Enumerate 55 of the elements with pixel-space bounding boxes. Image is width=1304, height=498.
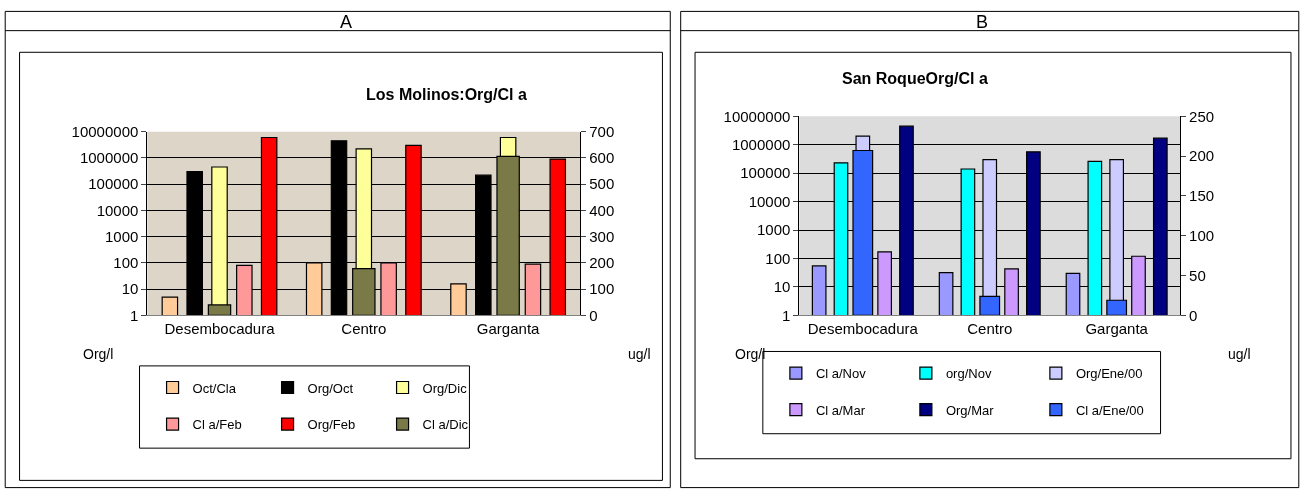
- legend-label: Oct/Cla: [192, 380, 237, 396]
- y-tick-label: 100000: [740, 164, 791, 182]
- legend-label: org/Nov: [945, 366, 992, 382]
- legend-label: Cl a/Ene/00: [1075, 402, 1144, 418]
- y2-tick-label: 50: [1189, 266, 1206, 284]
- x-tick-label: Garganta: [1085, 320, 1149, 338]
- legend-label: Cl a/Feb: [192, 417, 242, 433]
- legend-label: Org/Feb: [307, 417, 356, 433]
- y2-axis-title: ug/l: [1228, 346, 1251, 362]
- y2-tick-label: 0: [1189, 306, 1198, 324]
- chart-title: Los Molinos:Org/Cl a: [366, 86, 527, 103]
- y2-tick-label: 100: [1189, 226, 1215, 244]
- y2-tick-label: 600: [589, 149, 615, 167]
- legend-label: Org/Ene/00: [1075, 366, 1143, 382]
- legend-label: Org/Oct: [307, 380, 354, 396]
- y-tick-label: 1: [782, 306, 791, 324]
- y-tick-label: 100000: [88, 175, 139, 193]
- x-tick-label: Centro: [341, 320, 387, 338]
- y-tick-label: 10000: [96, 201, 139, 219]
- y-tick-label: 100: [765, 249, 791, 267]
- y-tick-label: 10: [773, 278, 791, 296]
- y-tick-label: 1000: [104, 227, 139, 245]
- y-tick-label: 100: [113, 254, 139, 272]
- legend-label: Cl a/Dic: [422, 417, 469, 433]
- text: A: [340, 12, 353, 32]
- legend-label: Cl a/Mar: [815, 402, 866, 418]
- x-tick-label: Desembocadura: [164, 320, 276, 338]
- y-tick-label: 10: [121, 280, 139, 298]
- y2-tick-label: 400: [589, 201, 615, 219]
- legend-label: Org/Dic: [422, 380, 468, 396]
- x-tick-label: Garganta: [476, 320, 541, 338]
- y-tick-label: 1: [130, 306, 139, 324]
- text: B: [976, 12, 989, 32]
- y2-tick-label: 200: [1189, 147, 1215, 165]
- y2-tick-label: 300: [589, 227, 615, 245]
- y2-tick-label: 0: [589, 306, 598, 324]
- y2-axis-title: ug/l: [628, 346, 651, 362]
- x-tick-label: Centro: [967, 320, 1013, 338]
- y-tick-label: 10000000: [71, 122, 139, 140]
- y2-tick-label: 250: [1189, 107, 1215, 125]
- legend-label: Cl a/Nov: [815, 366, 867, 382]
- x-tick-label: Desembocadura: [807, 320, 919, 338]
- chart-title: San RoqueOrg/Cl a: [842, 70, 988, 87]
- y-axis-title: Org/l: [83, 346, 114, 362]
- y2-tick-label: 200: [589, 254, 615, 272]
- y2-tick-label: 500: [589, 175, 615, 193]
- y2-tick-label: 100: [589, 280, 615, 298]
- y-tick-label: 10000: [748, 192, 791, 210]
- y2-tick-label: 700: [589, 122, 615, 140]
- y-tick-label: 1000: [756, 221, 791, 239]
- y-tick-label: 10000000: [723, 107, 791, 125]
- y2-tick-label: 150: [1189, 187, 1215, 205]
- y-tick-label: 1000000: [79, 149, 139, 167]
- y-tick-label: 1000000: [731, 135, 791, 153]
- legend-label: Org/Mar: [945, 402, 995, 418]
